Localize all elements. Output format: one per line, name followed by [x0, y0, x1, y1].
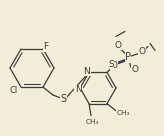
Text: N: N: [75, 86, 81, 95]
Text: F: F: [43, 42, 49, 51]
Text: O: O: [114, 41, 122, 50]
Text: S: S: [108, 60, 114, 69]
Text: CH₃: CH₃: [85, 119, 99, 125]
Text: P: P: [125, 52, 131, 62]
Text: Cl: Cl: [10, 86, 18, 95]
Text: O: O: [111, 61, 117, 70]
Text: O: O: [139, 47, 145, 56]
Text: S: S: [61, 94, 67, 104]
Text: CH₃: CH₃: [116, 110, 130, 116]
Text: N: N: [84, 67, 90, 76]
Text: O: O: [132, 65, 139, 74]
